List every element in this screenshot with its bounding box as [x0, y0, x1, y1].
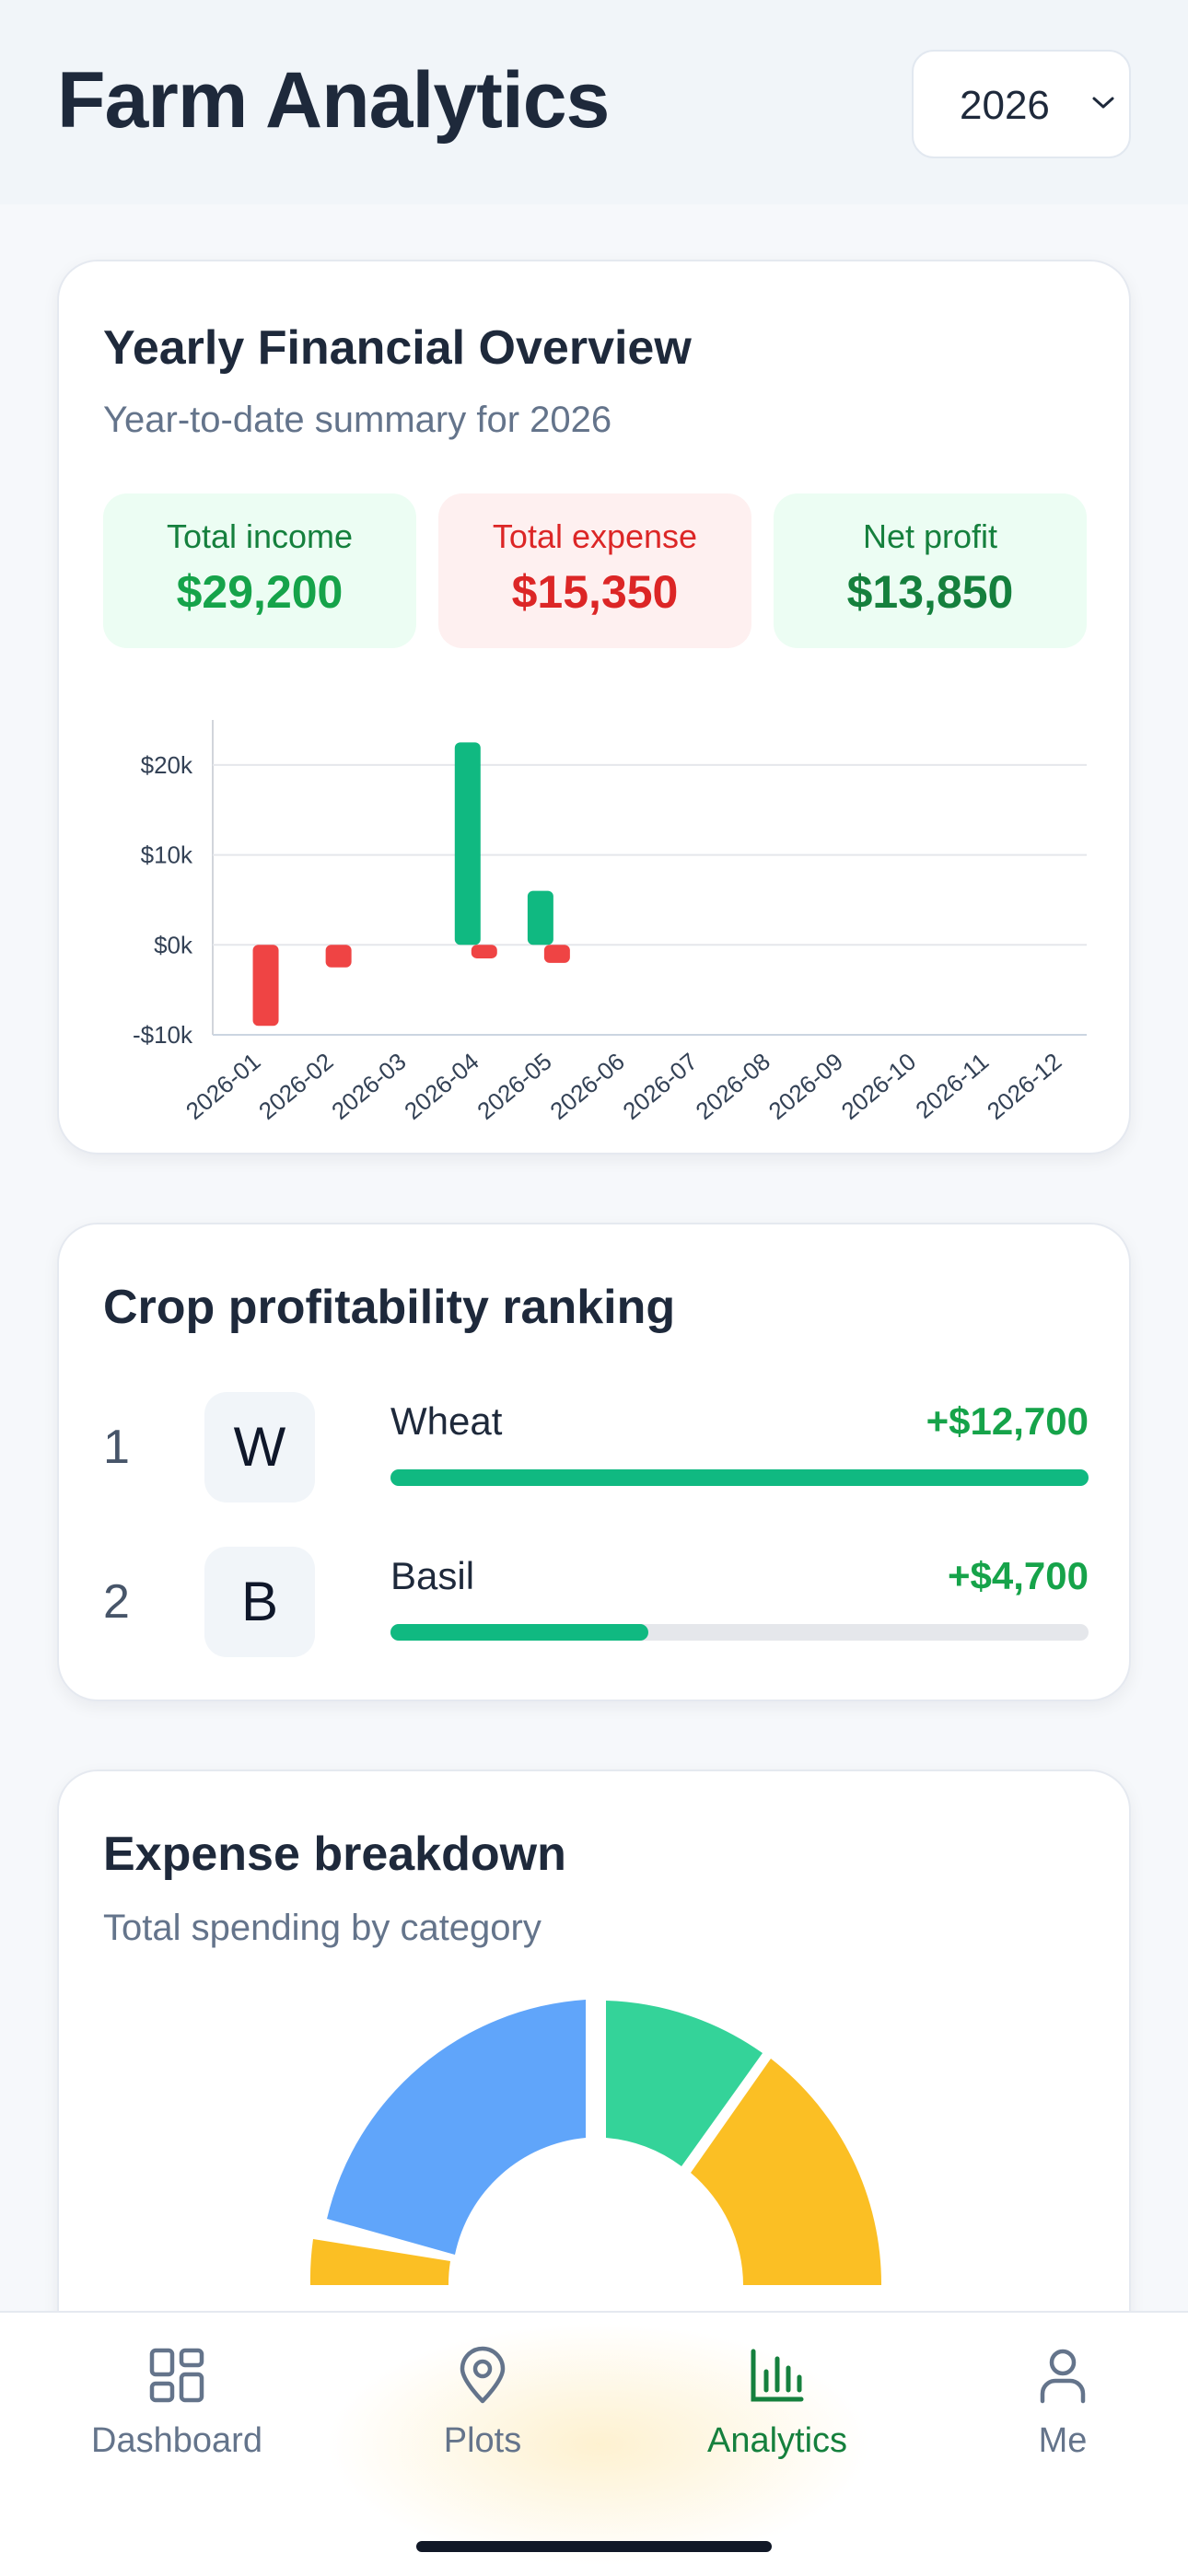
x-tick-label: 2026-04: [399, 1048, 483, 1125]
donut-slice[interactable]: [606, 2001, 763, 2166]
monthly-net-chart: $20k$10k$0k-$10k 2026-012026-022026-0320…: [133, 720, 1087, 1125]
expense-donut-chart: [309, 2000, 882, 2285]
bar-chart-icon: [751, 2349, 804, 2402]
y-tick-label: -$10k: [133, 1021, 193, 1049]
nav-item-analytics[interactable]: Analytics: [658, 2346, 897, 2493]
income-bar[interactable]: [454, 742, 481, 946]
crop-name: Wheat: [390, 1399, 503, 1443]
y-tick-label: $20k: [141, 751, 193, 779]
profit-bar-track: [390, 1624, 1089, 1641]
x-tick-label: 2026-11: [910, 1048, 994, 1124]
stat-label: Total income: [166, 517, 354, 555]
x-tick-label: 2026-05: [472, 1048, 556, 1125]
x-tick-label: 2026-01: [181, 1048, 265, 1125]
x-tick-label: 2026-12: [982, 1048, 1066, 1125]
overview-subtitle: Year-to-date summary for 2026: [103, 400, 612, 440]
stat-total-expense: Total expense $15,350: [438, 493, 751, 648]
nav-label: Dashboard: [91, 2421, 262, 2460]
expense-title: Expense breakdown: [103, 1828, 566, 1881]
ranking-title: Crop profitability ranking: [103, 1281, 676, 1334]
stat-total-income: Total income $29,200: [103, 493, 416, 648]
donut-slice[interactable]: [327, 2000, 586, 2255]
ranking-row[interactable]: 2 B Basil +$4,700: [103, 1547, 1089, 1657]
x-tick-label: 2026-07: [618, 1048, 703, 1125]
x-tick-label: 2026-03: [326, 1048, 411, 1125]
x-tick-label: 2026-06: [544, 1048, 629, 1125]
nav-label: Analytics: [706, 2421, 848, 2460]
x-tick-label: 2026-02: [253, 1048, 338, 1125]
crop-profit: +$12,700: [926, 1399, 1089, 1443]
expense-breakdown-card: Expense breakdown Total spending by cate…: [57, 1770, 1131, 2414]
nav-item-dashboard[interactable]: Dashboard: [57, 2346, 297, 2493]
expense-subtitle: Total spending by category: [103, 1908, 542, 1948]
income-bar[interactable]: [527, 890, 553, 946]
bottom-nav: Dashboard Plots Analytics: [0, 2311, 1188, 2576]
map-pin-icon: [460, 2346, 506, 2404]
profit-bar-fill: [390, 1624, 649, 1641]
expense-bar[interactable]: [543, 945, 570, 963]
grid-icon: [149, 2348, 204, 2403]
expense-bar[interactable]: [252, 945, 279, 1027]
overview-title: Yearly Financial Overview: [103, 321, 692, 375]
x-tick-label: 2026-10: [836, 1048, 921, 1125]
nav-label: Plots: [443, 2421, 522, 2460]
stat-label: Total expense: [492, 517, 698, 555]
expense-bar[interactable]: [471, 945, 497, 958]
x-tick-label: 2026-09: [763, 1048, 848, 1125]
home-indicator: [416, 2541, 772, 2552]
x-tick-label: 2026-08: [691, 1048, 775, 1125]
year-select[interactable]: 2026: [912, 50, 1131, 158]
profit-bar-fill: [390, 1469, 1089, 1486]
chevron-down-icon: [1092, 97, 1114, 109]
donut-slice[interactable]: [691, 2059, 882, 2285]
user-icon: [1040, 2349, 1086, 2404]
nav-item-me[interactable]: Me: [943, 2346, 1182, 2493]
nav-active-glow: [304, 2313, 893, 2576]
crop-profit: +$4,700: [948, 1554, 1089, 1597]
stat-value: $13,850: [846, 566, 1014, 618]
profit-bar-track: [390, 1469, 1089, 1486]
crop-avatar: B: [204, 1547, 315, 1657]
ranking-row[interactable]: 1 W Wheat +$12,700: [103, 1392, 1089, 1503]
crop-avatar: W: [204, 1392, 315, 1503]
stat-value: $15,350: [511, 566, 679, 618]
year-select-value: 2026: [960, 83, 1050, 128]
stat-label: Net profit: [862, 517, 998, 555]
nav-label: Me: [1038, 2421, 1088, 2460]
crop-ranking-card: Crop profitability ranking 1 W Wheat +$1…: [57, 1223, 1131, 1701]
expense-bar[interactable]: [325, 945, 352, 968]
rank-number: 1: [103, 1421, 130, 1474]
stat-net-profit: Net profit $13,850: [774, 493, 1087, 648]
app-header: Farm Analytics 2026: [0, 0, 1188, 204]
y-tick-label: $0k: [154, 931, 193, 958]
nav-item-plots[interactable]: Plots: [363, 2346, 602, 2493]
financial-overview-card: Yearly Financial Overview Year-to-date s…: [57, 260, 1131, 1155]
crop-name: Basil: [390, 1554, 475, 1597]
donut-slice[interactable]: [309, 2239, 450, 2285]
page-title: Farm Analytics: [57, 56, 610, 145]
stat-value: $29,200: [176, 566, 344, 618]
rank-number: 2: [103, 1575, 130, 1629]
y-tick-label: $10k: [141, 841, 193, 869]
